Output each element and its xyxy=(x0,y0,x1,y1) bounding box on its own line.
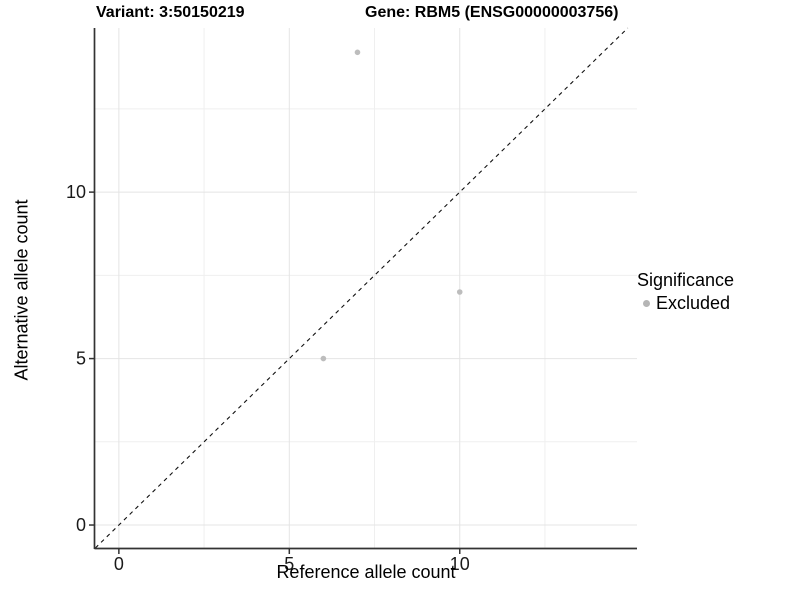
plot-title-variant: Variant: 3:50150219 xyxy=(96,4,245,21)
plot-title-gene: Gene: RBM5 (ENSG00000003756) xyxy=(365,4,619,21)
excluded-point-icon xyxy=(643,300,650,307)
y-tick-label: 5 xyxy=(76,349,86,369)
x-tick-label: 10 xyxy=(450,554,470,574)
legend-item-label: Excluded xyxy=(656,293,731,313)
identity-line xyxy=(94,27,629,549)
data-point xyxy=(354,49,361,56)
x-tick-label: 0 xyxy=(114,554,124,574)
x-axis-title: Reference allele count xyxy=(276,562,456,582)
data-point xyxy=(456,289,463,295)
legend: Significance Excluded xyxy=(637,270,734,314)
legend-title: Significance xyxy=(637,270,735,290)
y-tick-label: 10 xyxy=(66,182,86,202)
y-tick-label: 0 xyxy=(76,515,86,535)
legend-item-excluded: Excluded xyxy=(637,293,734,314)
data-point xyxy=(320,355,327,362)
y-axis-title: Alternative allele count xyxy=(11,199,32,381)
x-tick-label: 5 xyxy=(284,554,294,574)
